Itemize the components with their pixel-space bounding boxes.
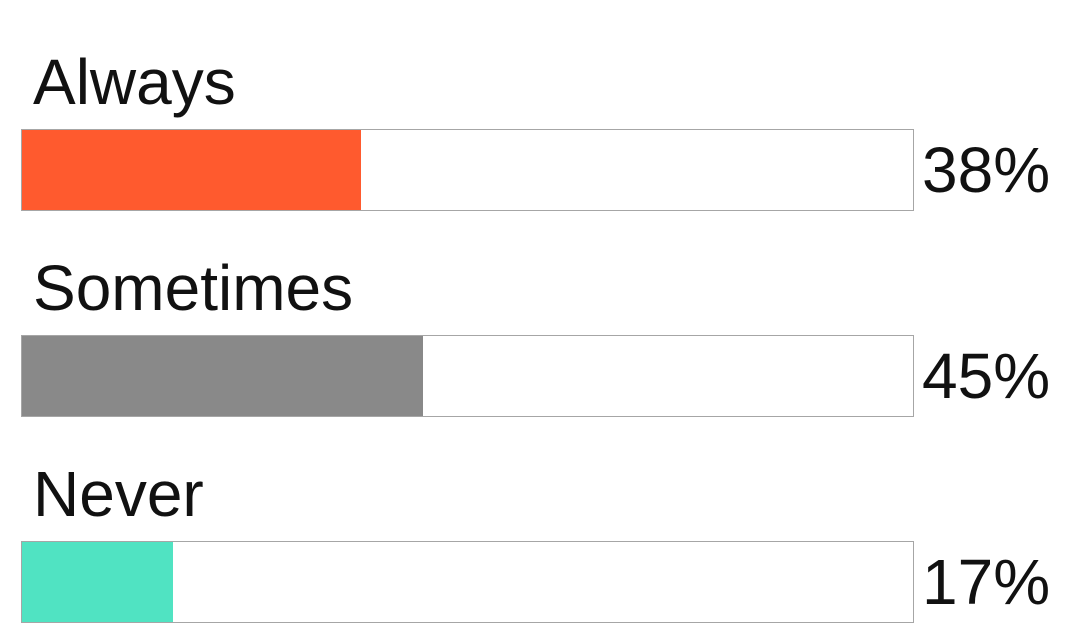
bar-row-always: Always 38%	[0, 0, 1067, 211]
bar-value-never: 17%	[922, 546, 1051, 618]
bar-label-never: Never	[33, 458, 204, 530]
bar-fill-always	[22, 130, 361, 210]
bar-value-always: 38%	[922, 134, 1051, 206]
bar-track-never	[21, 541, 914, 623]
bar-label-sometimes: Sometimes	[33, 252, 354, 324]
bar-value-sometimes: 45%	[922, 340, 1051, 412]
bar-label-always: Always	[33, 46, 236, 118]
bar-track-sometimes	[21, 335, 914, 417]
bar-fill-never	[22, 542, 174, 622]
bar-track-always	[21, 129, 914, 211]
bar-row-never: Never 17%	[0, 412, 1067, 623]
bar-row-sometimes: Sometimes 45%	[0, 206, 1067, 417]
bar-fill-sometimes	[22, 336, 423, 416]
